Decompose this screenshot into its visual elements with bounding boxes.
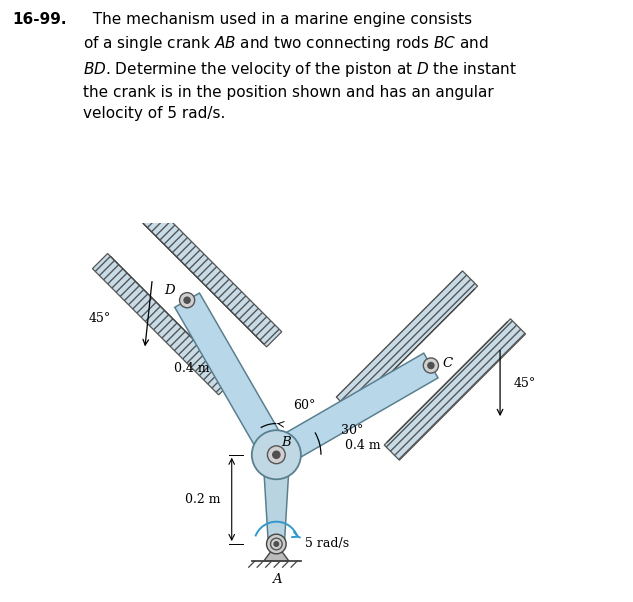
Text: 0.4 m: 0.4 m [174,362,210,375]
Polygon shape [141,205,282,347]
Circle shape [267,446,285,464]
Polygon shape [269,353,438,467]
Circle shape [184,297,191,303]
Circle shape [428,362,434,368]
Text: B: B [281,436,291,450]
Text: D: D [164,284,175,297]
Polygon shape [384,319,525,460]
Text: 0.4 m: 0.4 m [345,439,380,452]
Circle shape [266,534,286,554]
Circle shape [423,358,439,373]
Text: The mechanism used in a marine engine consists
of a single crank $\mathit{AB}$ a: The mechanism used in a marine engine co… [82,12,517,121]
Polygon shape [263,455,290,544]
Text: 5 rad/s: 5 rad/s [305,536,349,550]
Text: 45°: 45° [513,377,536,390]
Text: 30°: 30° [341,424,363,437]
Text: 45°: 45° [89,312,111,324]
Text: 60°: 60° [293,399,316,412]
Polygon shape [175,293,289,462]
Polygon shape [336,271,478,412]
Circle shape [270,538,282,550]
Text: A: A [272,573,281,586]
Circle shape [252,430,301,479]
Circle shape [274,542,279,547]
Polygon shape [92,253,234,395]
Text: 16-99.: 16-99. [13,12,67,27]
Text: C: C [442,357,453,370]
Circle shape [180,293,195,308]
Text: 0.2 m: 0.2 m [185,493,220,506]
Circle shape [273,451,280,459]
Polygon shape [264,544,289,561]
